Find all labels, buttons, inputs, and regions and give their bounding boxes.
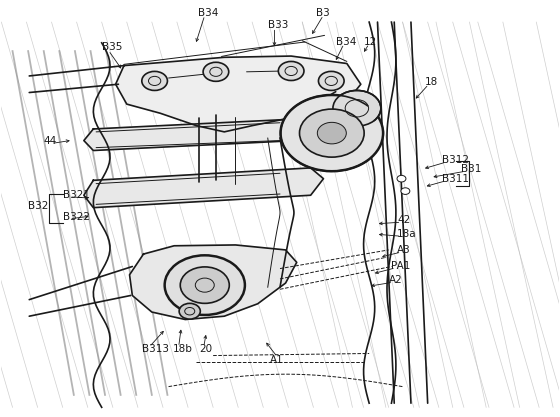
Text: 18b: 18b (173, 344, 193, 354)
Circle shape (319, 71, 344, 90)
Circle shape (318, 122, 346, 144)
Text: B321: B321 (63, 190, 90, 200)
Text: B35: B35 (102, 42, 122, 52)
Circle shape (165, 255, 245, 315)
Circle shape (179, 303, 200, 319)
Text: B34: B34 (336, 37, 356, 47)
Circle shape (278, 61, 304, 80)
Text: B34: B34 (198, 8, 218, 18)
Polygon shape (115, 56, 361, 132)
Text: B311: B311 (442, 173, 469, 183)
Text: B313: B313 (142, 344, 169, 354)
Circle shape (300, 109, 364, 157)
Text: B322: B322 (63, 212, 90, 222)
Polygon shape (84, 116, 359, 151)
Circle shape (180, 267, 229, 303)
Text: A2: A2 (389, 275, 403, 285)
Circle shape (333, 90, 381, 126)
Polygon shape (84, 168, 324, 208)
Text: B312: B312 (442, 155, 469, 165)
Text: 42: 42 (397, 215, 410, 225)
Text: 44: 44 (43, 136, 57, 146)
Text: B3: B3 (316, 8, 330, 18)
Circle shape (401, 188, 410, 194)
Text: B31: B31 (461, 164, 482, 174)
Circle shape (397, 176, 406, 182)
Circle shape (281, 95, 383, 171)
Text: 20: 20 (199, 344, 212, 354)
Text: B32: B32 (28, 201, 49, 211)
Text: PA1: PA1 (391, 261, 411, 271)
Text: 18: 18 (425, 77, 438, 87)
Text: A1: A1 (270, 355, 284, 365)
Text: 12: 12 (363, 37, 377, 47)
Polygon shape (129, 245, 297, 319)
Circle shape (203, 62, 228, 81)
Circle shape (142, 71, 167, 90)
Text: A3: A3 (397, 245, 411, 255)
Text: 18a: 18a (397, 229, 417, 239)
Text: B33: B33 (268, 20, 288, 30)
